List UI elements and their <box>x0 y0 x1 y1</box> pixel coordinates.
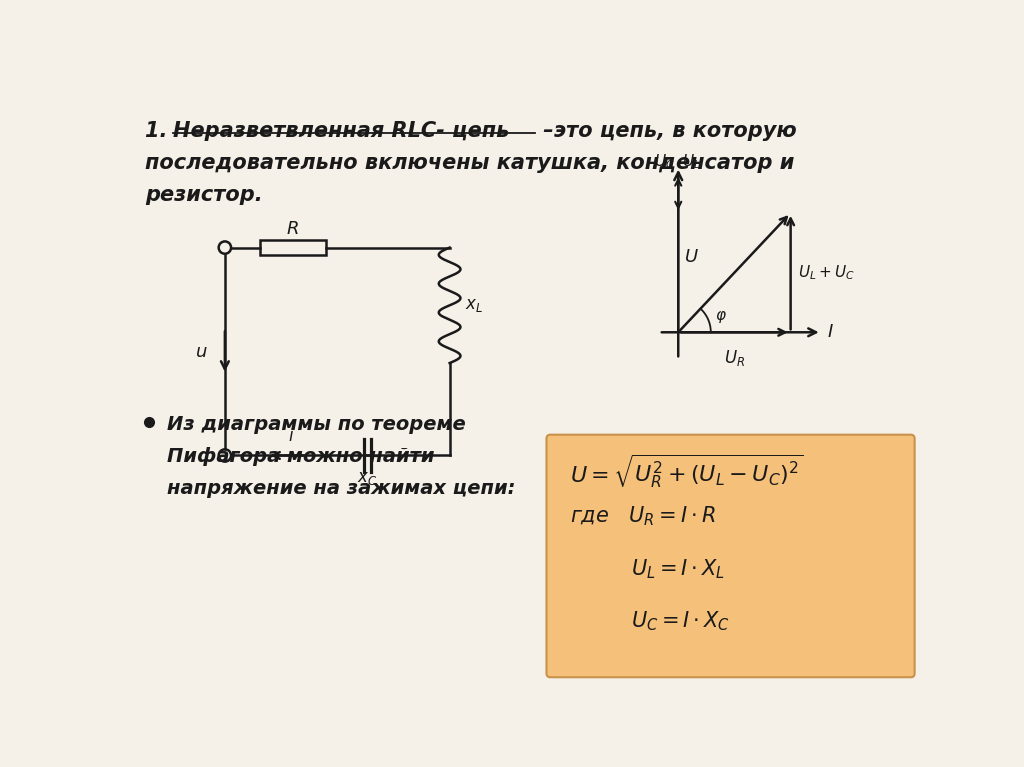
Text: I: I <box>827 323 833 341</box>
Text: последовательно включены катушка, конденсатор и: последовательно включены катушка, конден… <box>145 153 795 173</box>
Text: u: u <box>197 343 208 360</box>
Text: 1.: 1. <box>145 120 182 140</box>
FancyBboxPatch shape <box>547 435 914 677</box>
Text: Пифагора можно найти: Пифагора можно найти <box>167 447 434 466</box>
FancyBboxPatch shape <box>260 240 326 255</box>
Text: $\qquad\quad U_C = I \cdot X_C$: $\qquad\quad U_C = I \cdot X_C$ <box>569 610 730 633</box>
Text: U: U <box>685 249 698 266</box>
Text: напряжение на зажимах цепи:: напряжение на зажимах цепи: <box>167 479 515 499</box>
Text: $U_L$: $U_L$ <box>682 152 700 170</box>
Text: $U_R$: $U_R$ <box>724 347 745 367</box>
Text: резистор.: резистор. <box>145 185 263 206</box>
Text: Неразветвленная RLC- цепь: Неразветвленная RLC- цепь <box>173 120 509 140</box>
Text: Из диаграммы по теореме: Из диаграммы по теореме <box>167 415 466 433</box>
Text: $x_C$: $x_C$ <box>357 469 378 487</box>
Text: $\mathit{где} \quad U_R = I \cdot R$: $\mathit{где} \quad U_R = I \cdot R$ <box>569 505 716 528</box>
Text: $x_L$: $x_L$ <box>465 296 483 314</box>
Text: –это цепь, в которую: –это цепь, в которую <box>536 120 797 140</box>
Text: $U_C$: $U_C$ <box>653 152 675 170</box>
Text: $U = \sqrt{U_R^2 + (U_L - U_C)^2}$: $U = \sqrt{U_R^2 + (U_L - U_C)^2}$ <box>569 453 804 490</box>
Text: R: R <box>287 219 299 238</box>
Text: $\varphi$: $\varphi$ <box>715 308 727 324</box>
Text: i: i <box>289 426 293 445</box>
Text: $\qquad\quad U_L = I \cdot X_L$: $\qquad\quad U_L = I \cdot X_L$ <box>569 557 725 581</box>
Text: $U_L+U_C$: $U_L+U_C$ <box>799 263 855 282</box>
